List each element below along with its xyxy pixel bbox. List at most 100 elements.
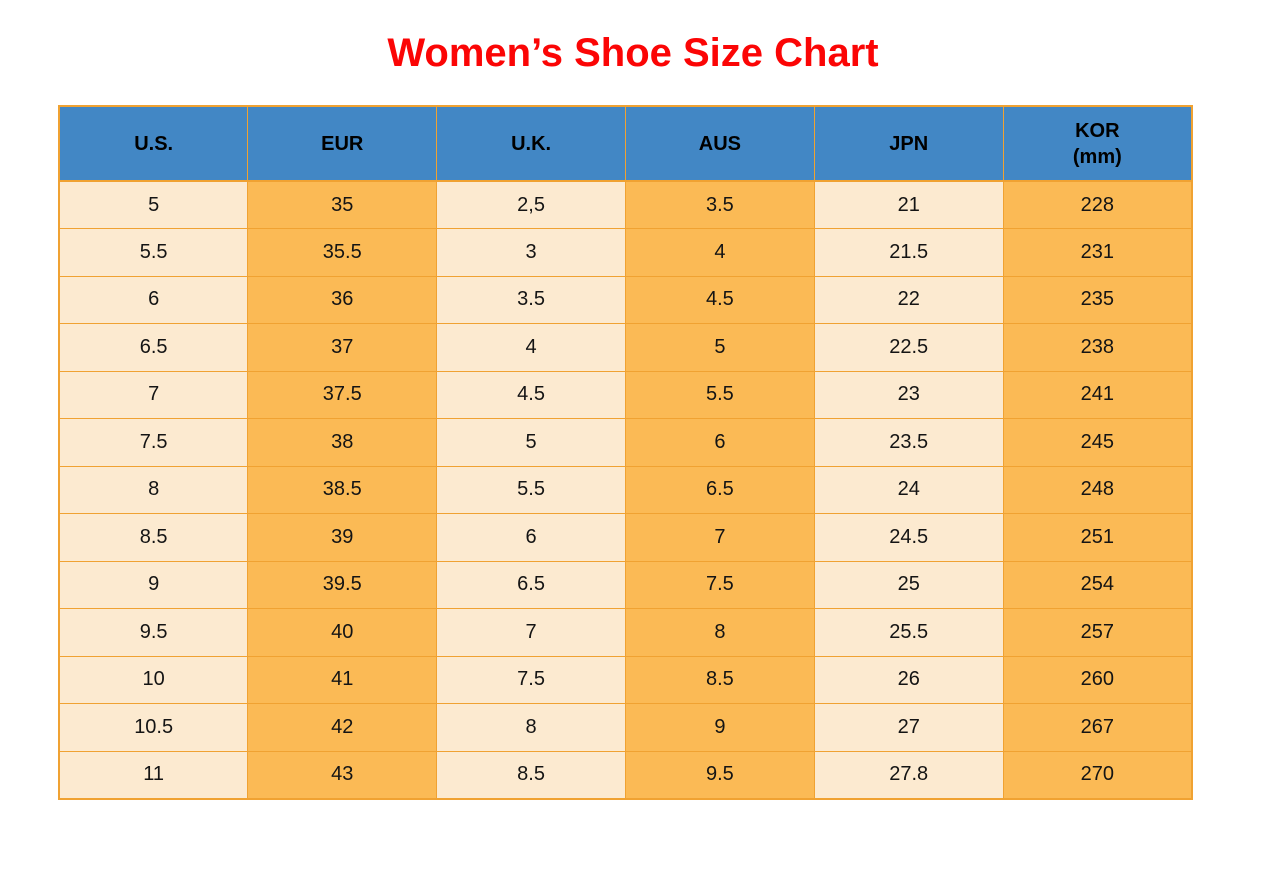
table-cell-aus: 8 [624, 608, 815, 657]
table-cell-uk: 4 [436, 323, 626, 372]
table-cell-jpn: 22 [813, 275, 1004, 324]
table-row: 9.5 40 7 8 25.5 257 [58, 608, 1193, 657]
table-cell-aus: 5.5 [624, 370, 815, 419]
column-header-label: JPN [889, 132, 929, 155]
column-header-uk: U.K. [436, 105, 626, 182]
table-cell-us: 8 [58, 465, 249, 514]
table-cell-uk: 5.5 [436, 465, 626, 514]
table-cell-kor: 241 [1002, 370, 1193, 419]
table-cell-uk: 7 [436, 608, 626, 657]
table-cell-aus: 7 [624, 513, 815, 562]
column-header-sublabel: (mm) [1072, 145, 1122, 168]
column-header-jpn: JPN [813, 105, 1004, 182]
table-cell-uk: 3.5 [436, 275, 626, 324]
table-cell-kor: 251 [1002, 513, 1193, 562]
column-header-eur: EUR [247, 105, 438, 182]
table-cell-jpn: 25 [813, 560, 1004, 609]
table-cell-aus: 9 [624, 703, 815, 752]
table-cell-jpn: 24.5 [813, 513, 1004, 562]
table-cell-uk: 6.5 [436, 560, 626, 609]
page-title: Women’s Shoe Size Chart [387, 31, 879, 75]
table-cell-uk: 3 [436, 228, 626, 277]
table-cell-aus: 3.5 [624, 180, 815, 229]
table-cell-aus: 4 [624, 228, 815, 277]
table-cell-eur: 37 [247, 323, 438, 372]
table-cell-jpn: 26 [813, 655, 1004, 704]
table-cell-jpn: 24 [813, 465, 1004, 514]
table-cell-kor: 270 [1002, 750, 1193, 799]
table-cell-eur: 39.5 [247, 560, 438, 609]
table-row: 6 36 3.5 4.5 22 235 [58, 275, 1193, 324]
table-cell-kor: 260 [1002, 655, 1193, 704]
table-header: U.S. EUR U.K. AUS JPN KOR (mm) [58, 105, 1193, 182]
table-cell-uk: 8.5 [436, 750, 626, 799]
table-cell-uk: 2,5 [436, 180, 626, 229]
table-cell-eur: 38.5 [247, 465, 438, 514]
table-cell-jpn: 23.5 [813, 418, 1004, 467]
table-cell-us: 9 [58, 560, 249, 609]
table-cell-jpn: 22.5 [813, 323, 1004, 372]
column-header-kor: KOR (mm) [1002, 105, 1193, 182]
table-cell-eur: 43 [247, 750, 438, 799]
table-cell-jpn: 27.8 [813, 750, 1004, 799]
table-cell-jpn: 21.5 [813, 228, 1004, 277]
table-cell-eur: 35.5 [247, 228, 438, 277]
table-cell-kor: 257 [1002, 608, 1193, 657]
table-row: 11 43 8.5 9.5 27.8 270 [58, 750, 1193, 799]
table-cell-aus: 5 [624, 323, 815, 372]
table-cell-kor: 248 [1002, 465, 1193, 514]
header-row: U.S. EUR U.K. AUS JPN KOR (mm) [58, 105, 1193, 182]
table-cell-aus: 9.5 [624, 750, 815, 799]
table-cell-us: 6.5 [58, 323, 249, 372]
table-row: 8 38.5 5.5 6.5 24 248 [58, 465, 1193, 514]
table-cell-aus: 7.5 [624, 560, 815, 609]
table-cell-jpn: 23 [813, 370, 1004, 419]
table-cell-us: 10 [58, 655, 249, 704]
table-body: 5 35 2,5 3.5 21 228 5.5 35.5 3 4 21.5 231 6 36 3.5 4.5 2… [58, 180, 1193, 799]
table-row: 5.5 35.5 3 4 21.5 231 [58, 228, 1193, 277]
column-header-label: AUS [698, 132, 742, 155]
shoe-size-table: U.S. EUR U.K. AUS JPN KOR (mm) 5 35 2,5 3.5 21 228 5… [58, 105, 1193, 800]
table-cell-aus: 4.5 [624, 275, 815, 324]
table-cell-eur: 40 [247, 608, 438, 657]
table-cell-us: 6 [58, 275, 249, 324]
column-header-label: EUR [321, 132, 364, 155]
table-cell-us: 5.5 [58, 228, 249, 277]
table-cell-eur: 41 [247, 655, 438, 704]
table-cell-jpn: 27 [813, 703, 1004, 752]
table-cell-jpn: 25.5 [813, 608, 1004, 657]
table-row: 7.5 38 5 6 23.5 245 [58, 418, 1193, 467]
table-cell-kor: 231 [1002, 228, 1193, 277]
column-header-label: KOR [1075, 119, 1120, 142]
table-row: 10 41 7.5 8.5 26 260 [58, 655, 1193, 704]
table-row: 8.5 39 6 7 24.5 251 [58, 513, 1193, 562]
table-cell-uk: 5 [436, 418, 626, 467]
table-row: 6.5 37 4 5 22.5 238 [58, 323, 1193, 372]
table-row: 5 35 2,5 3.5 21 228 [58, 180, 1193, 229]
page: Women’s Shoe Size Chart U.S. EUR U.K. AUS JP… [0, 30, 1266, 800]
table-cell-kor: 254 [1002, 560, 1193, 609]
table-cell-aus: 6 [624, 418, 815, 467]
table-row: 7 37.5 4.5 5.5 23 241 [58, 370, 1193, 419]
table-cell-eur: 35 [247, 180, 438, 229]
table-cell-eur: 36 [247, 275, 438, 324]
table-cell-us: 7.5 [58, 418, 249, 467]
column-header-label: U.K. [511, 132, 552, 155]
table-cell-uk: 4.5 [436, 370, 626, 419]
table-cell-eur: 38 [247, 418, 438, 467]
table-cell-us: 9.5 [58, 608, 249, 657]
table-cell-kor: 228 [1002, 180, 1193, 229]
table-cell-us: 5 [58, 180, 249, 229]
table-cell-aus: 6.5 [624, 465, 815, 514]
table-cell-uk: 6 [436, 513, 626, 562]
table-cell-eur: 42 [247, 703, 438, 752]
table-cell-us: 10.5 [58, 703, 249, 752]
table-cell-uk: 7.5 [436, 655, 626, 704]
table-cell-uk: 8 [436, 703, 626, 752]
table-cell-us: 11 [58, 750, 249, 799]
table-cell-kor: 238 [1002, 323, 1193, 372]
table-cell-us: 7 [58, 370, 249, 419]
table-cell-jpn: 21 [813, 180, 1004, 229]
table-cell-kor: 267 [1002, 703, 1193, 752]
table-cell-kor: 245 [1002, 418, 1193, 467]
